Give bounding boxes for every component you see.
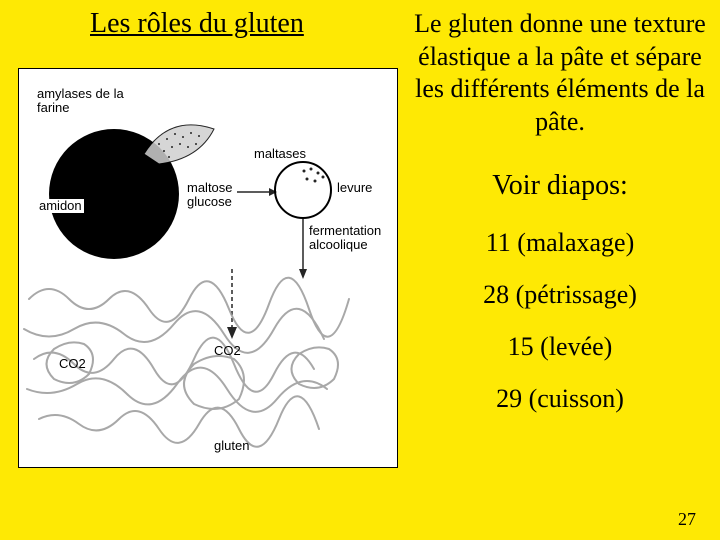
arrow-maltose-levure bbox=[237, 187, 277, 197]
ref-2: 15 (levée) bbox=[410, 332, 710, 362]
label-fermentation: fermentation alcoolique bbox=[309, 224, 381, 253]
see-slides-label: Voir diapos: bbox=[410, 170, 710, 202]
label-amylases: amylases de la farine bbox=[37, 87, 124, 116]
amylases-pattern bbox=[139, 109, 229, 169]
label-maltose-glucose: maltose glucose bbox=[187, 181, 233, 210]
slide-title: Les rôles du gluten bbox=[90, 8, 304, 40]
ref-1: 28 (pétrissage) bbox=[410, 280, 710, 310]
slide-number: 27 bbox=[678, 509, 696, 530]
label-co2-small: CO2 bbox=[59, 357, 86, 371]
label-gluten: gluten bbox=[214, 439, 249, 453]
ref-3: 29 (cuisson) bbox=[410, 384, 710, 414]
maltases-dots bbox=[299, 165, 329, 189]
label-co2-big: CO2 bbox=[214, 344, 241, 358]
label-levure: levure bbox=[337, 181, 372, 195]
diagram: amylases de la farine amidon maltose glu… bbox=[18, 68, 398, 468]
description: Le gluten donne une texture élastique a … bbox=[410, 8, 710, 138]
right-column: Le gluten donne une texture élastique a … bbox=[410, 8, 710, 436]
label-maltases: maltases bbox=[254, 147, 306, 161]
label-amidon: amidon bbox=[37, 199, 84, 213]
ref-0: 11 (malaxage) bbox=[410, 228, 710, 258]
